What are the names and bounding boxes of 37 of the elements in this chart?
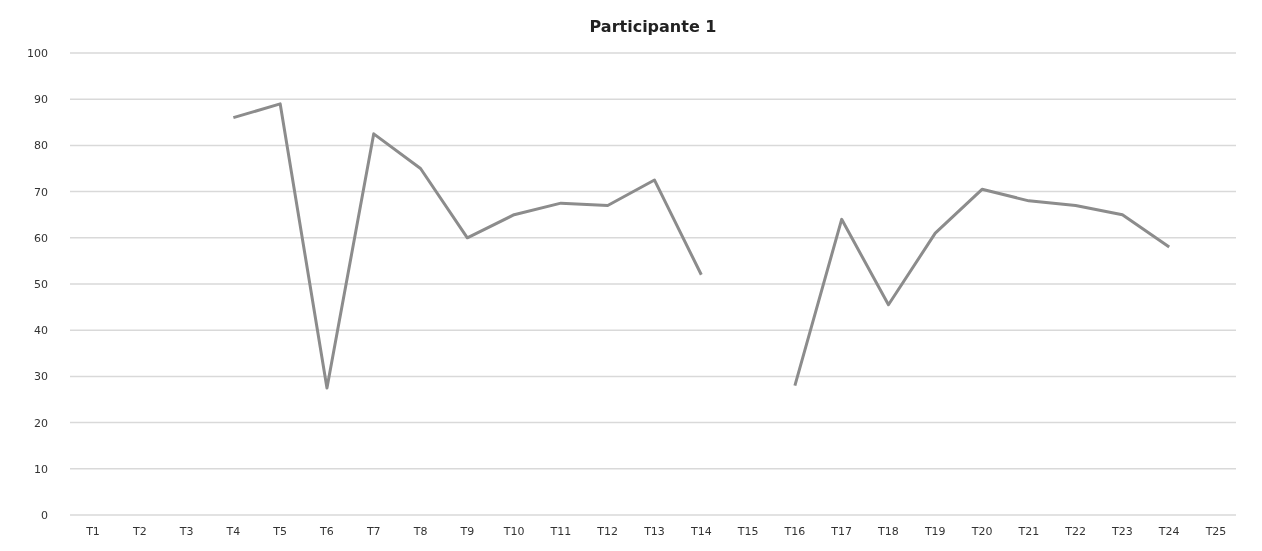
y-tick-label: 0 xyxy=(41,509,48,522)
x-tick-label: T8 xyxy=(412,525,428,538)
x-tick-label: T11 xyxy=(549,525,572,538)
y-tick-label: 40 xyxy=(34,324,48,338)
x-tick-label: T13 xyxy=(643,525,665,538)
x-tick-label: T5 xyxy=(272,525,288,538)
y-tick-label: 80 xyxy=(34,139,48,153)
x-tick-label: T4 xyxy=(225,525,241,538)
y-tick-label: 10 xyxy=(34,462,48,476)
y-tick-label: 70 xyxy=(34,185,48,199)
y-tick-label: 50 xyxy=(34,278,48,291)
x-tick-label: T14 xyxy=(689,525,712,538)
x-tick-label: T9 xyxy=(459,525,475,538)
x-tick-label: T1 xyxy=(85,525,100,538)
y-tick-label: 100 xyxy=(27,47,48,60)
y-tick-label: 60 xyxy=(34,231,48,245)
x-tick-label: T20 xyxy=(970,525,993,538)
y-tick-label: 90 xyxy=(34,93,48,107)
x-tick-label: T10 xyxy=(502,525,525,538)
y-tick-label: 20 xyxy=(34,416,48,430)
x-tick-label: T18 xyxy=(877,525,899,538)
chart-title: Participante 1 xyxy=(589,17,717,36)
x-tick-label: T6 xyxy=(319,525,334,538)
y-tick-label: 30 xyxy=(34,370,48,384)
x-tick-label: T16 xyxy=(783,525,806,538)
x-tick-label: T22 xyxy=(1064,525,1086,538)
x-tick-label: T7 xyxy=(365,525,381,538)
x-tick-label: T3 xyxy=(178,525,194,538)
x-tick-label: T19 xyxy=(923,525,946,538)
x-tick-label: T23 xyxy=(1111,525,1133,538)
x-tick-label: T25 xyxy=(1204,525,1227,538)
x-tick-label: T21 xyxy=(1017,525,1040,538)
x-tick-label: T2 xyxy=(131,525,147,538)
x-tick-label: T12 xyxy=(596,525,619,538)
x-tick-label: T17 xyxy=(830,525,853,538)
x-tick-label: T15 xyxy=(736,525,759,538)
x-tick-label: T24 xyxy=(1157,525,1180,538)
